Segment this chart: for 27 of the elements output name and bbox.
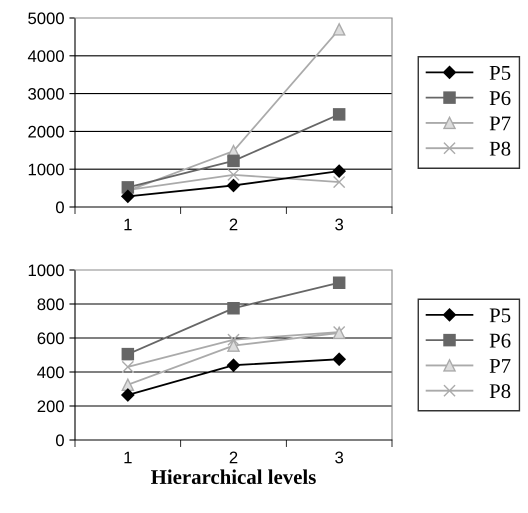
x-tick-label: 2 <box>230 452 238 464</box>
y-tick-label: 200 <box>38 400 64 412</box>
legend-label: P6 <box>490 91 510 106</box>
legend-label: P5 <box>490 66 510 80</box>
y-tick-label: 400 <box>37 366 64 378</box>
y-tick-label: 600 <box>38 332 64 344</box>
y-tick-label: 1000 <box>28 264 64 276</box>
y-tick-label: 3000 <box>28 88 64 100</box>
y-tick-label: 2000 <box>28 126 64 138</box>
x-tick-label: 1 <box>124 452 132 464</box>
legend-label: P8 <box>490 384 510 398</box>
y-tick-label: 4000 <box>28 50 64 62</box>
legend-label: P6 <box>490 334 510 348</box>
legend-label: P8 <box>490 142 510 156</box>
legend-label: P7 <box>490 116 511 130</box>
y-tick-label: 0 <box>56 201 64 214</box>
legend-label: P7 <box>490 359 511 373</box>
y-tick-label: 800 <box>38 298 64 310</box>
x-tick-label: 2 <box>230 218 238 230</box>
x-tick-label: 1 <box>124 218 132 230</box>
x-axis-title: Hierarchical levels <box>151 469 316 484</box>
y-tick-label: 1000 <box>28 164 64 176</box>
y-tick-label: 5000 <box>28 12 64 24</box>
x-tick-label: 3 <box>335 452 344 464</box>
x-tick-label: 3 <box>335 218 344 230</box>
legend-label: P5 <box>490 308 510 322</box>
y-tick-label: 0 <box>56 434 64 446</box>
